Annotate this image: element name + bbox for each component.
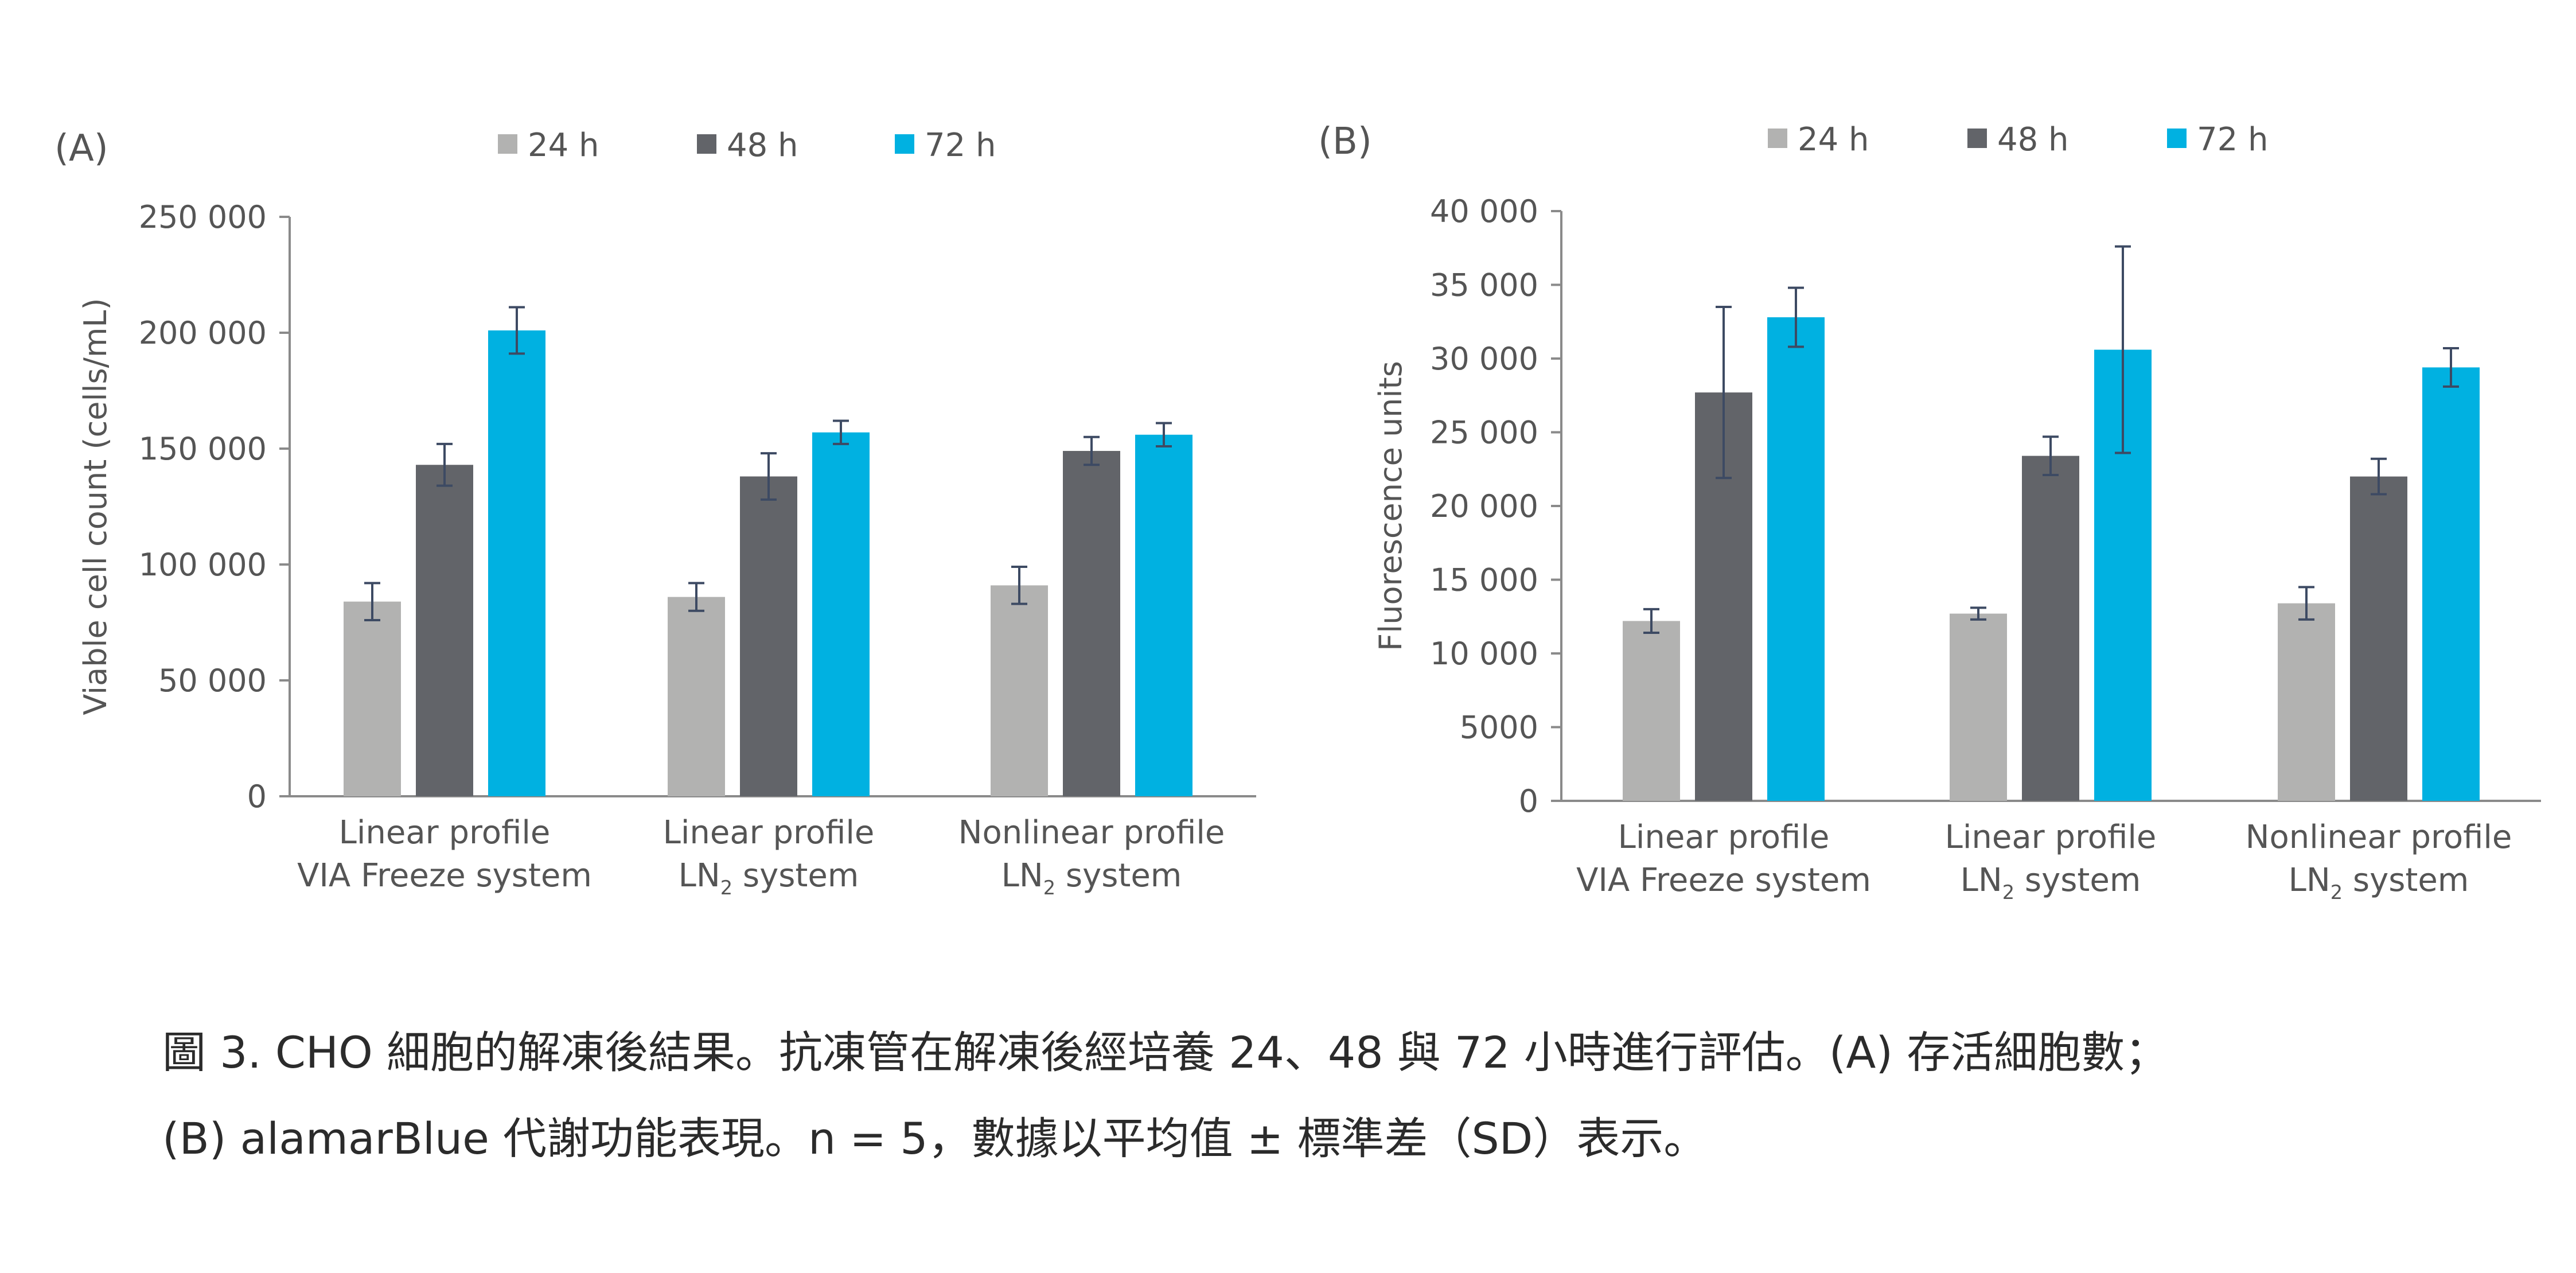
y-axis-title: Viable cell count (cells/mL) <box>77 298 114 715</box>
bar-48h-2 <box>2022 456 2079 801</box>
legend-swatch <box>1768 129 1787 148</box>
legend-label: 24 h <box>528 127 599 164</box>
chart-panel-a: (A) 24 h 48 h 72 h 0 50 000 100 000 150 000 200 … <box>54 127 1256 899</box>
bar-72h-3 <box>1135 434 1192 796</box>
y-tick-label: 150 000 <box>139 431 267 467</box>
caption-line-2: (B) alamarBlue 代謝功能表現。n = 5，數據以平均值 ± 標準差… <box>162 1113 1708 1164</box>
x-category-label: Linear profile <box>663 814 875 851</box>
x-category-label: Nonlinear profile <box>958 814 1225 851</box>
bar-24h-2 <box>1950 613 2007 801</box>
legend-swatch <box>2167 129 2187 148</box>
y-tick-label: 0 <box>1519 783 1538 819</box>
y-tick-label: 40 000 <box>1430 193 1538 229</box>
figure: (A) 24 h 48 h 72 h 0 50 000 100 000 150 000 200 … <box>54 120 2541 904</box>
caption-line-1: 圖 3. CHO 細胞的解凍後結果。抗凍管在解凍後經培養 24、48 與 72 … <box>162 1027 2169 1078</box>
bar-48h-3 <box>1063 451 1120 796</box>
bar-72h-2 <box>812 432 870 796</box>
x-category-label: LN2 system <box>1001 857 1182 899</box>
y-tick-label: 10 000 <box>1430 636 1538 672</box>
x-category-label: Nonlinear profile <box>2246 819 2512 856</box>
y-tick-label: 20 000 <box>1430 488 1538 524</box>
y-tick-label: 5000 <box>1460 710 1538 746</box>
legend-label: 72 h <box>2197 121 2269 158</box>
bar-24h-2 <box>668 597 725 796</box>
x-category-label: VIA Freeze system <box>297 857 592 894</box>
panel-label: (A) <box>54 127 108 170</box>
y-tick-label: 0 <box>247 778 267 815</box>
x-category-label: Linear profile <box>339 814 551 851</box>
y-tick-label: 30 000 <box>1430 341 1538 377</box>
y-tick-label: 15 000 <box>1430 562 1538 598</box>
legend-swatch <box>697 134 716 154</box>
x-category-label: Linear profile <box>1618 819 1830 856</box>
bar-24h-1 <box>344 601 401 796</box>
bar-72h-3 <box>2422 367 2480 801</box>
y-tick-label: 250 000 <box>139 199 267 235</box>
y-tick-label: 200 000 <box>139 315 267 351</box>
y-axis-title: Fluorescence units <box>1373 361 1409 651</box>
bar-24h-3 <box>2278 603 2335 801</box>
legend-swatch <box>895 134 914 154</box>
legend-swatch <box>1967 129 1987 148</box>
legend-swatch <box>498 134 517 154</box>
panel-label: (B) <box>1318 120 1372 163</box>
y-tick-label: 50 000 <box>158 663 267 699</box>
x-category-label: Linear profile <box>1945 819 2157 856</box>
legend-label: 24 h <box>1798 121 1869 158</box>
legend-label: 48 h <box>727 127 798 164</box>
chart-panel-b: (B) 24 h 48 h 72 h 0 5000 10 000 15 000 20 000 25… <box>1318 120 2541 904</box>
y-tick-label: 35 000 <box>1430 267 1538 303</box>
bar-72h-1 <box>488 330 545 796</box>
x-category-label: VIA Freeze system <box>1576 862 1871 899</box>
bar-24h-1 <box>1623 621 1680 801</box>
x-category-label: LN2 system <box>2289 862 2469 904</box>
figure-svg: (A) 24 h 48 h 72 h 0 50 000 100 000 150 000 200 … <box>54 120 2541 904</box>
bar-48h-2 <box>740 476 797 796</box>
x-category-label: LN2 system <box>1961 862 2141 904</box>
bar-24h-3 <box>991 585 1048 796</box>
y-tick-label: 25 000 <box>1430 415 1538 451</box>
bar-48h-3 <box>2350 476 2407 801</box>
bar-48h-1 <box>416 465 473 796</box>
bar-72h-1 <box>1767 317 1825 801</box>
x-category-label: LN2 system <box>679 857 859 899</box>
y-tick-label: 100 000 <box>139 547 267 583</box>
legend-label: 48 h <box>1997 121 2069 158</box>
figure-caption: 圖 3. CHO 細胞的解凍後結果。抗凍管在解凍後經培養 24、48 與 72 … <box>162 1010 2514 1182</box>
legend-label: 72 h <box>925 127 996 164</box>
